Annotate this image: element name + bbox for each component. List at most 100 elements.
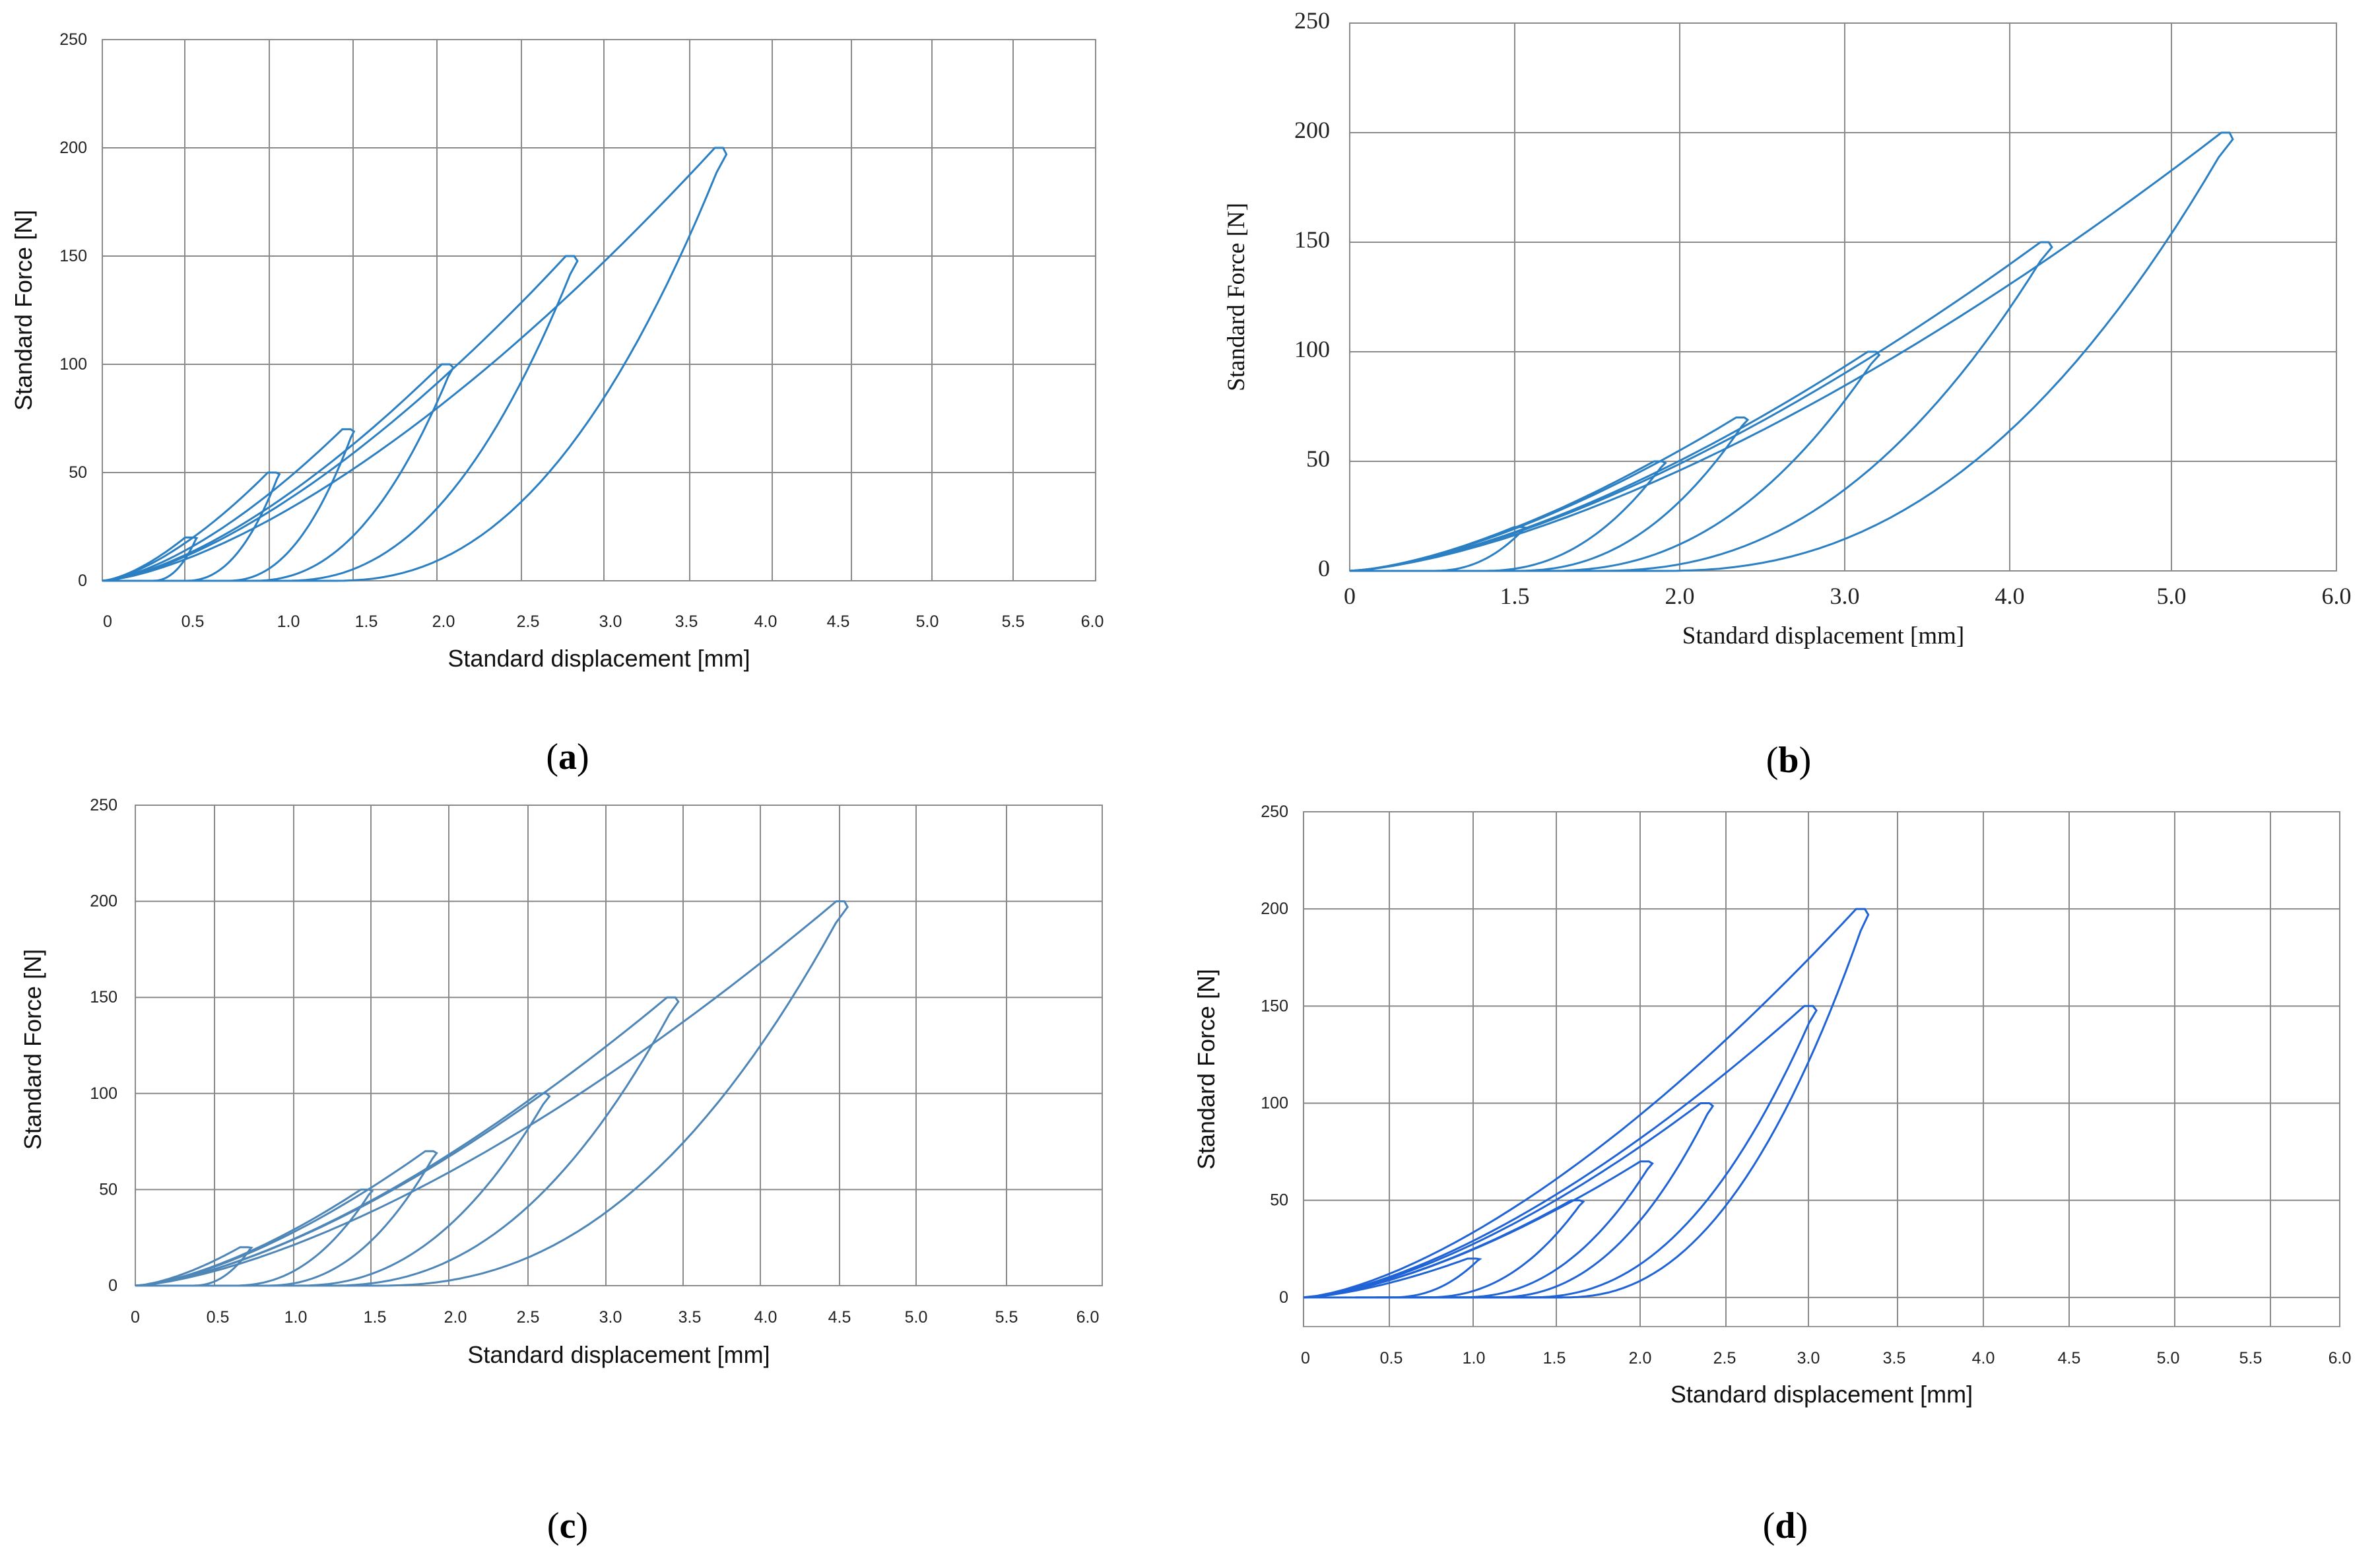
- y-tick-label: 250: [90, 796, 117, 814]
- x-axis-label: Standard displacement [mm]: [447, 645, 750, 672]
- panel-caption: (c): [547, 1505, 588, 1546]
- x-tick-label: 0: [103, 612, 112, 631]
- y-tick-label: 0: [1279, 1288, 1288, 1307]
- x-tick-label: 5.5: [1002, 612, 1025, 631]
- hysteresis-loop-4: [102, 363, 455, 582]
- y-tick-label: 100: [59, 355, 87, 374]
- y-axis-label: Standard Force [N]: [19, 949, 46, 1150]
- x-tick-label: 2.0: [444, 1308, 467, 1327]
- x-axis-label: Standard displacement [mm]: [467, 1341, 770, 1368]
- y-tick-label: 0: [78, 572, 87, 590]
- hysteresis-loop-3: [135, 1150, 438, 1287]
- chart-panel-d: 0 50 100 150 200 250 0 0.5 1.0 1.5 2.0 2.5 3.0 3.5 4.0…: [1193, 803, 2351, 1546]
- y-tick-label: 0: [108, 1276, 117, 1295]
- y-tick-label: 100: [1261, 1094, 1288, 1113]
- y-tick-label: 50: [99, 1180, 117, 1199]
- y-tick-label: 50: [1270, 1191, 1288, 1210]
- hysteresis-loop-2: [1349, 460, 1667, 572]
- x-tick-label: 1.0: [284, 1308, 308, 1327]
- hysteresis-loop-4: [1303, 1102, 1715, 1299]
- x-tick-label: 0: [1344, 583, 1356, 609]
- hysteresis-loop-1: [135, 1246, 253, 1287]
- chart-panel-b: 0 50 100 150 200 250 0 1.5 2.0 3.0 4.0 5.0 6.0 Standa…: [1223, 7, 2352, 781]
- hysteresis-loop-2: [135, 1188, 374, 1287]
- x-tick-label: 5.0: [2157, 583, 2187, 609]
- x-tick-label: 1.5: [1500, 583, 1530, 609]
- y-tick-label: 50: [69, 463, 87, 482]
- hysteresis-loop-5: [135, 996, 680, 1287]
- x-tick-label: 6.0: [1081, 612, 1104, 631]
- hysteresis-loop-3: [1303, 1160, 1654, 1299]
- x-tick-label: 1.0: [1463, 1349, 1486, 1368]
- y-tick-label: 100: [1294, 336, 1330, 362]
- x-tick-label: 6.0: [2322, 583, 2352, 609]
- plot-frame: [135, 805, 1103, 1286]
- x-tick-label: 5.0: [2157, 1349, 2180, 1368]
- x-tick-label: 3.5: [678, 1308, 702, 1327]
- x-tick-label: 3.0: [1830, 583, 1860, 609]
- y-tick-label: 150: [1261, 997, 1288, 1015]
- x-tick-label: 2.0: [1665, 583, 1695, 609]
- y-tick-label: 200: [90, 892, 117, 911]
- x-axis-label: Standard displacement [mm]: [1670, 1381, 1973, 1408]
- x-tick-label: 4.5: [828, 1308, 851, 1327]
- x-tick-label: 1.5: [1543, 1349, 1566, 1368]
- x-tick-label: 2.5: [1713, 1349, 1736, 1368]
- y-tick-label: 250: [1261, 803, 1288, 821]
- x-tick-label: 3.0: [1797, 1349, 1820, 1368]
- x-tick-label: 1.5: [355, 612, 378, 631]
- x-tick-label: 0.5: [182, 612, 205, 631]
- x-tick-label: 2.5: [517, 612, 540, 631]
- y-tick-label: 50: [1306, 445, 1330, 472]
- x-tick-label: 4.0: [754, 1308, 777, 1327]
- chart-panel-a: 0 50 100 150 200 250 0 0.5 1.0 1.5 2.0 2.5 3.0 3.5 4.0…: [10, 30, 1104, 777]
- x-tick-label: 4.0: [1995, 583, 2025, 609]
- x-tick-label: 4.0: [1972, 1349, 1995, 1368]
- hysteresis-loop-2: [102, 471, 281, 582]
- x-tick-label: 1.0: [277, 612, 300, 631]
- x-tick-label: 3.0: [599, 612, 622, 631]
- hysteresis-loop-5: [1349, 241, 2053, 572]
- hysteresis-loop-3: [1349, 416, 1750, 572]
- x-tick-label: 3.5: [675, 612, 698, 631]
- y-axis-label: Standard Force [N]: [1193, 969, 1220, 1170]
- x-axis-label: Standard displacement [mm]: [1682, 622, 1964, 649]
- x-tick-label: 0: [1301, 1349, 1310, 1368]
- x-tick-label: 4.5: [2058, 1349, 2081, 1368]
- x-tick-label: 3.0: [599, 1308, 622, 1327]
- hysteresis-loop-6: [135, 900, 849, 1287]
- x-tick-label: 1.5: [364, 1308, 387, 1327]
- plot-frame: [1303, 811, 2340, 1327]
- x-tick-label: 2.0: [432, 612, 455, 631]
- y-tick-label: 250: [59, 30, 87, 49]
- x-tick-label: 2.0: [1629, 1349, 1652, 1368]
- x-tick-label: 2.5: [517, 1308, 540, 1327]
- x-tick-label: 0: [131, 1308, 140, 1327]
- y-tick-label: 150: [90, 988, 117, 1006]
- panel-caption: (d): [1763, 1505, 1808, 1546]
- x-tick-label: 6.0: [2329, 1349, 2352, 1368]
- x-tick-label: 5.5: [2239, 1349, 2263, 1368]
- chart-panel-c: 0 50 100 150 200 250 0 0.5 1.0 1.5 2.0 2.5 3.0 3.5 4.0…: [19, 796, 1103, 1546]
- panel-caption: (b): [1766, 740, 1811, 781]
- hysteresis-loop-3: [102, 428, 356, 582]
- hysteresis-loop-5: [102, 255, 579, 582]
- y-tick-label: 200: [1294, 117, 1330, 143]
- y-tick-label: 150: [59, 247, 87, 265]
- x-tick-label: 5.0: [905, 1308, 928, 1327]
- hysteresis-loop-6: [1303, 907, 1870, 1299]
- y-tick-label: 200: [59, 139, 87, 157]
- hysteresis-loop-5: [1303, 1005, 1818, 1299]
- y-axis-label: Standard Force [N]: [1223, 203, 1250, 391]
- hysteresis-loop-6: [1349, 131, 2234, 572]
- y-tick-label: 200: [1261, 900, 1288, 918]
- y-tick-label: 150: [1294, 226, 1330, 253]
- x-tick-label: 6.0: [1076, 1308, 1100, 1327]
- x-tick-label: 5.5: [995, 1308, 1018, 1327]
- y-tick-label: 0: [1318, 555, 1330, 581]
- x-tick-label: 0.5: [207, 1308, 230, 1327]
- plot-frame: [1349, 22, 2337, 572]
- plot-frame: [102, 39, 1096, 581]
- hysteresis-loop-6: [102, 147, 728, 582]
- hysteresis-loop-1: [1303, 1257, 1482, 1299]
